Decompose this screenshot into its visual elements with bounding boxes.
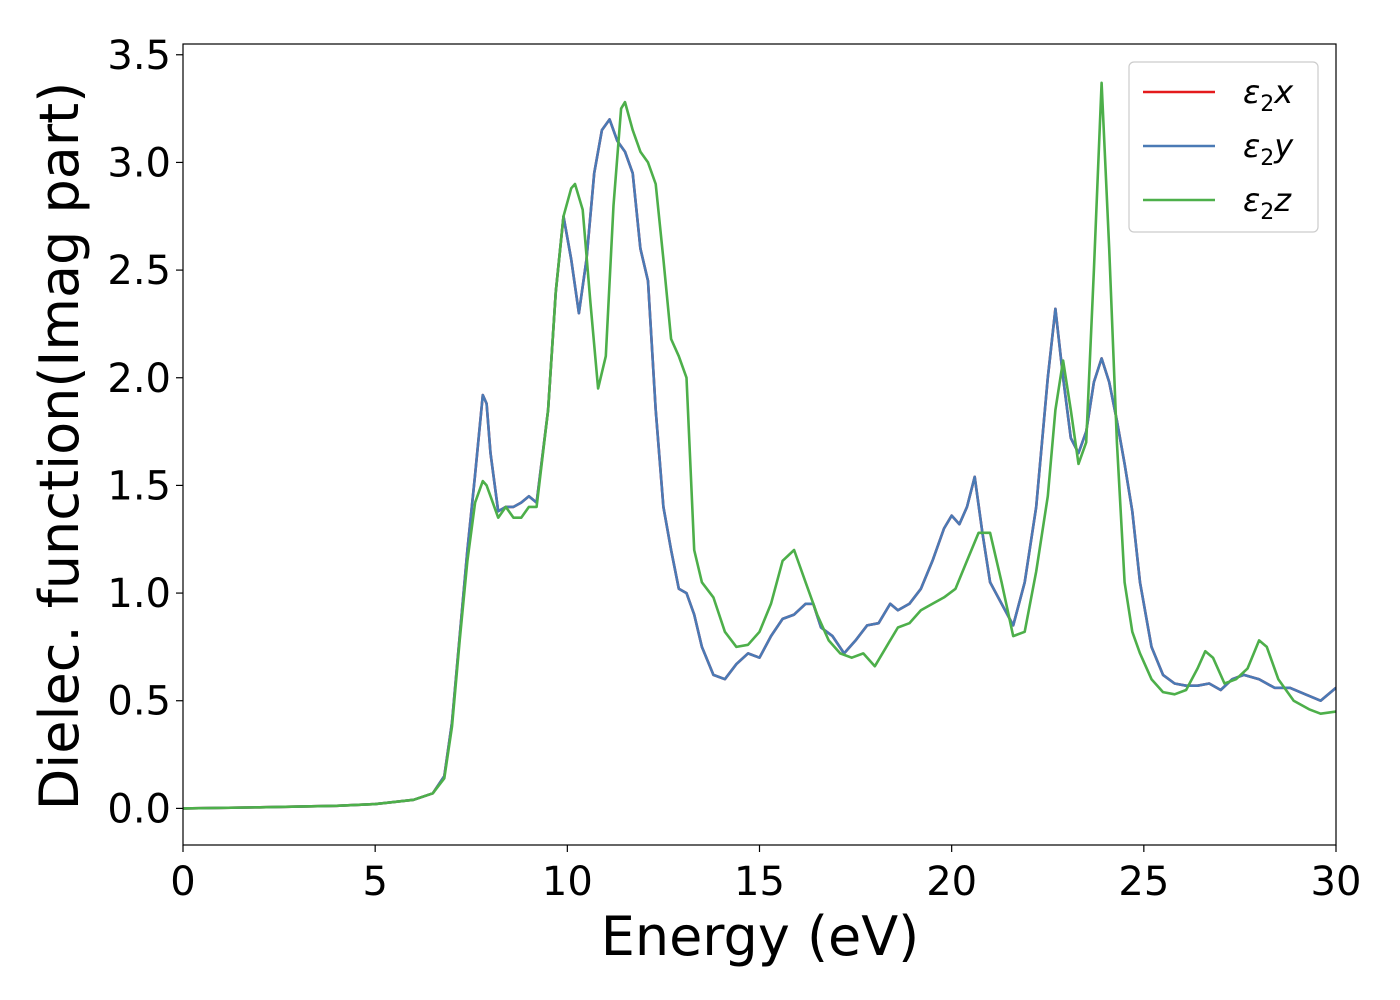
legend-entry-z: ε2z [1243,181,1292,225]
y-tick-label: 0.5 [107,679,171,725]
legend-entry-x: ε2x [1243,73,1294,117]
axes: 0 5 10 15 20 25 30 0.0 0.5 1.0 1.5 2.0 2.5 3.0 3.5 [107,33,1361,905]
legend: ε2x ε2y ε2z [1128,61,1319,233]
plot-area [183,81,1336,810]
x-tick-label: 0 [170,859,195,905]
x-tick-label: 20 [926,859,977,905]
x-tick-label: 30 [1311,859,1362,905]
x-tick-label: 10 [542,859,593,905]
y-tick-label: 2.5 [107,248,171,294]
legend-entry-y: ε2y [1243,127,1294,171]
y-tick-label: 1.0 [107,571,171,617]
x-tick-label: 25 [1118,859,1169,905]
y-axis-label: Dielec. function(Imag part) [28,82,91,811]
y-tick-label: 3.0 [107,140,171,186]
y-tick-label: 1.5 [107,463,171,509]
series-line-z [183,81,1336,810]
y-tick-label: 2.0 [107,356,171,402]
y-tick-label: 3.5 [107,33,171,79]
y-tick-label: 0.0 [107,786,171,832]
x-tick-label: 5 [362,859,387,905]
x-tick-label: 15 [734,859,785,905]
legend-box [1128,61,1319,233]
x-axis-label: Energy (eV) [601,905,920,968]
